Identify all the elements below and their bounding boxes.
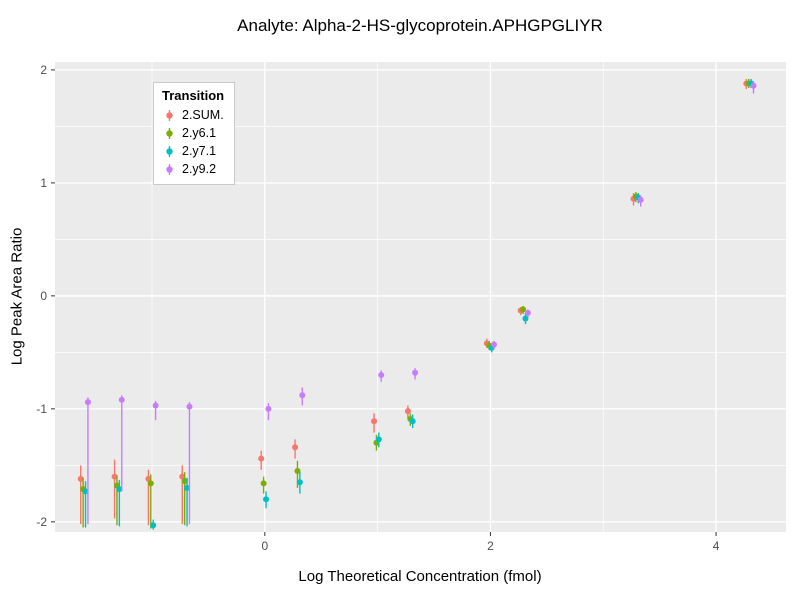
- legend-label: 2.y6.1: [182, 126, 217, 140]
- legend-item: 2.y9.2: [162, 160, 224, 178]
- legend-item: 2.SUM.: [162, 106, 224, 124]
- data-point: [147, 480, 154, 487]
- legend-item: 2.y7.1: [162, 142, 224, 160]
- legend-key-icon: [166, 145, 173, 157]
- data-point: [186, 403, 193, 410]
- data-point: [116, 486, 123, 493]
- data-point: [409, 418, 416, 425]
- legend-title: Transition: [162, 88, 225, 103]
- data-point: [181, 478, 188, 485]
- data-point: [296, 479, 303, 486]
- legend-key-icon: [166, 127, 173, 139]
- data-point: [520, 306, 527, 313]
- data-point: [375, 436, 382, 443]
- x-tick-label: 2: [487, 539, 494, 553]
- x-tick-label: 0: [261, 539, 268, 553]
- legend-key-icon: [166, 109, 173, 121]
- legend-label: 2.SUM.: [182, 108, 224, 122]
- data-point: [299, 392, 306, 399]
- data-point: [179, 473, 186, 480]
- legend-key-icon: [166, 163, 173, 175]
- y-tick-label: -2: [36, 515, 47, 529]
- x-tick-label: 4: [713, 539, 720, 553]
- data-point: [184, 484, 191, 491]
- legend: Transition 2.SUM. 2.y6.1 2.y7.1 2.y9.2: [153, 82, 236, 185]
- data-point: [263, 496, 270, 503]
- data-point: [750, 82, 757, 89]
- data-point: [371, 418, 378, 425]
- y-tick-label: -1: [36, 402, 47, 416]
- y-axis-label: Log Peak Area Ratio: [8, 227, 26, 366]
- data-point: [82, 488, 89, 495]
- data-point: [412, 369, 419, 376]
- data-point: [84, 399, 91, 406]
- data-point: [118, 396, 125, 403]
- data-point: [491, 341, 498, 348]
- y-tick-label: 1: [40, 176, 47, 190]
- y-tick-label: 0: [40, 289, 47, 303]
- chart-title: Analyte: Alpha-2-HS-glycoprotein.APHGPGL…: [237, 16, 603, 35]
- data-point: [145, 475, 152, 482]
- data-point: [522, 315, 529, 322]
- data-point: [637, 196, 644, 203]
- data-point: [378, 371, 385, 378]
- data-point: [258, 455, 265, 462]
- x-axis-label: Log Theoretical Concentration (fmol): [298, 568, 542, 585]
- data-point: [292, 444, 299, 451]
- data-point: [77, 475, 84, 482]
- data-point: [111, 473, 118, 480]
- data-point: [294, 467, 301, 474]
- legend-item: 2.y6.1: [162, 124, 224, 142]
- data-point: [260, 480, 267, 487]
- data-point: [524, 309, 531, 316]
- data-point: [404, 408, 411, 415]
- data-point: [265, 405, 272, 412]
- data-point: [152, 402, 159, 409]
- legend-label: 2.y7.1: [182, 144, 217, 158]
- legend-label: 2.y9.2: [182, 162, 217, 176]
- y-tick-label: 2: [40, 63, 47, 77]
- data-point: [150, 522, 157, 529]
